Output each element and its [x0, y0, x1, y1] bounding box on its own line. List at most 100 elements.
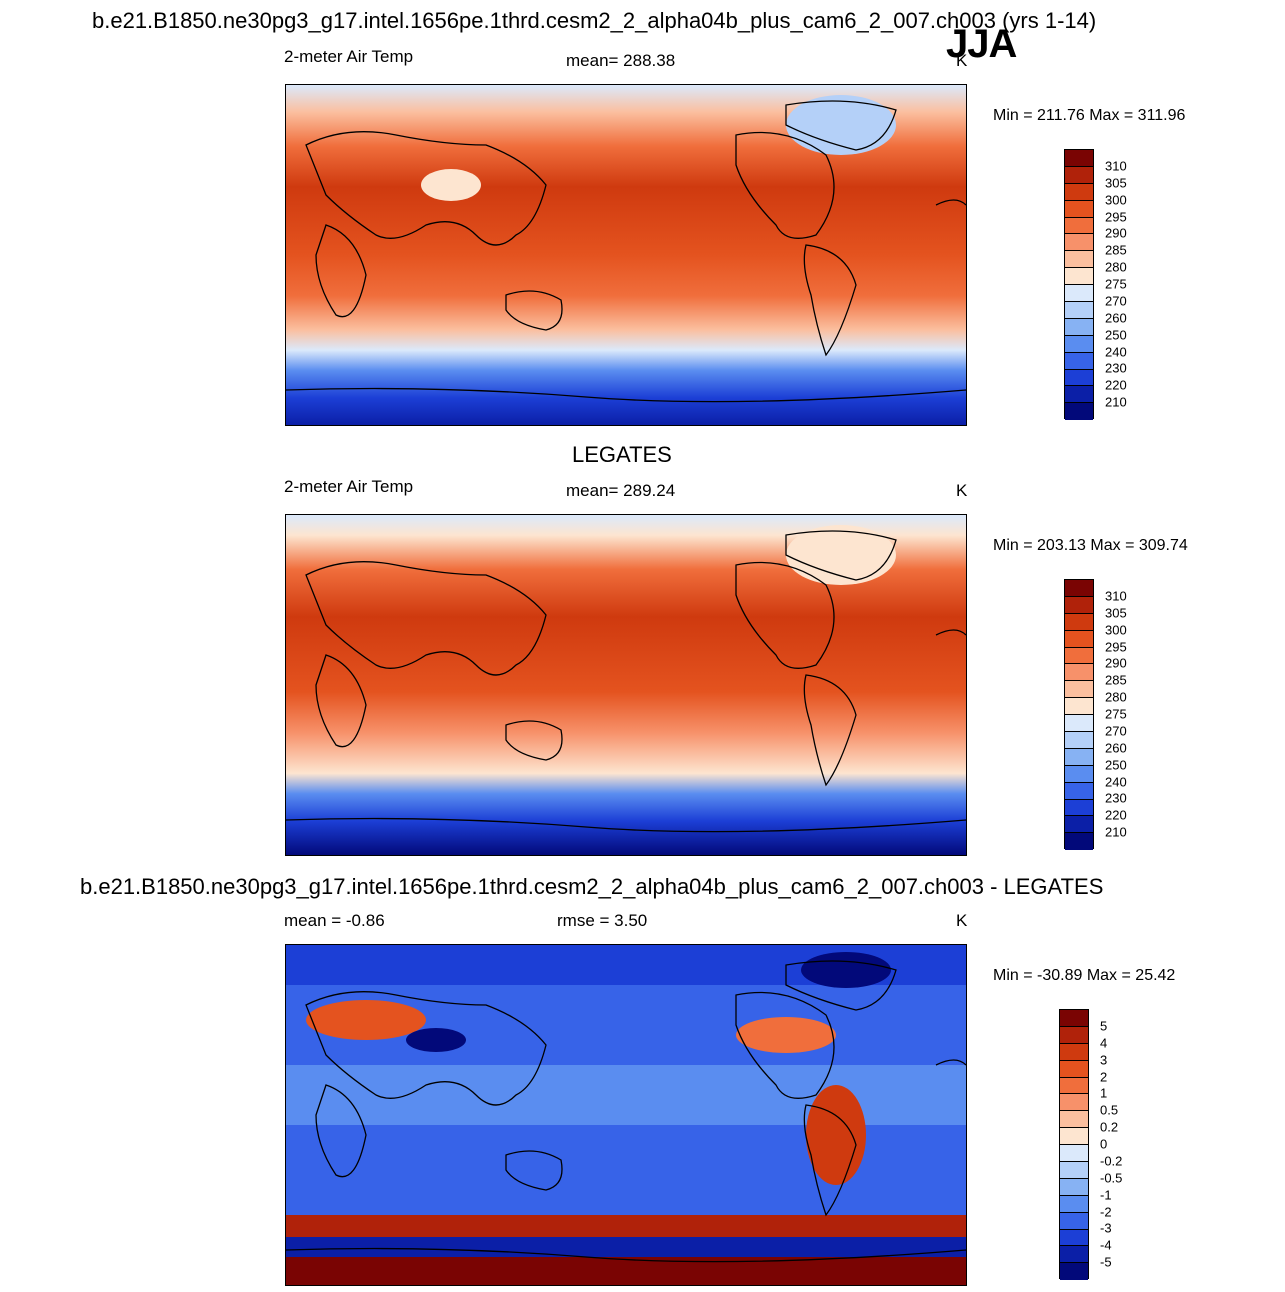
panel3-colorbar-tick: 2	[1100, 1069, 1108, 1084]
panel3-colorbar	[1059, 1009, 1089, 1281]
panel2-colorbar-tick: 230	[1105, 790, 1127, 806]
panel2-colorbar-tick: 275	[1105, 706, 1127, 722]
panel3-colorbar-tick: -1	[1100, 1187, 1112, 1203]
panel1-colorbar-bin	[1065, 217, 1093, 235]
panel2-colorbar	[1064, 579, 1094, 851]
panel1-colorbar-tick: 250	[1105, 327, 1127, 343]
panel1-colorbar-bin	[1065, 251, 1093, 269]
panel1-unit-label: K	[956, 51, 968, 70]
panel3-colorbar-tick: -5	[1100, 1254, 1112, 1270]
panel1-colorbar-tick: 220	[1105, 377, 1127, 393]
panel1-colorbar-tick: 310	[1105, 158, 1127, 174]
panel3-map	[285, 944, 967, 1286]
panel3-colorbar-tick: 0.5	[1100, 1102, 1119, 1118]
panel2-mean-label: mean= 289.24	[566, 481, 676, 500]
panel1-coastlines	[286, 100, 966, 403]
panel2-colorbar-bin	[1065, 715, 1093, 733]
panel3-colorbar-bin	[1060, 1128, 1088, 1146]
panel2-unit-label: K	[956, 481, 968, 500]
panel1-colorbar-tick: 260	[1105, 310, 1127, 326]
panel2-colorbar-tick: 300	[1105, 622, 1127, 638]
panel2-colorbar-tick: 280	[1105, 689, 1127, 705]
panel1-colorbar-bin	[1065, 302, 1093, 319]
panel1-colorbar-bin	[1065, 386, 1093, 404]
panel1-colorbar-tick: 210	[1105, 394, 1127, 410]
panel1-colorbar-bin	[1065, 369, 1093, 387]
panel3-mean-label: mean = -0.86	[284, 911, 385, 930]
panel1-colorbar-tick: 300	[1105, 192, 1127, 208]
panel2-colorbar-bin	[1065, 630, 1093, 648]
panel2-colorbar-bin	[1065, 765, 1093, 783]
panel1-map-field	[286, 85, 966, 425]
panel1-colorbar-tick: 290	[1105, 225, 1127, 241]
panel2-colorbar-bin	[1065, 613, 1093, 631]
panel3-colorbar-labels: 5 4 3 2 1 0.5 0.2 0 -0.2 -0.5 -1 -2 -3 -…	[1100, 1009, 1140, 1279]
panel3-colorbar-bin	[1060, 1195, 1088, 1213]
panel1-colorbar-tick: 295	[1105, 209, 1127, 224]
panel3-unit-label: K	[956, 911, 968, 930]
panel2-map-field	[286, 515, 966, 855]
panel1-colorbar-bin	[1065, 352, 1093, 370]
panel2-colorbar-labels: 310 305 300 295 290 285 280 275 270 260 …	[1105, 579, 1145, 849]
panel3-colorbar-bin	[1060, 1212, 1088, 1230]
panel3-colorbar-bin	[1060, 1162, 1088, 1179]
panel2-colorbar-bin	[1065, 596, 1093, 614]
panel2-colorbar-tick: 210	[1105, 824, 1127, 840]
panel2-colorbar-bin	[1065, 580, 1093, 597]
panel1-colorbar-bin	[1065, 150, 1093, 167]
panel1-colorbar-labels: 310 305 300 295 290 285 280 275 270 260 …	[1105, 149, 1145, 419]
panel2-colorbar-tick: 220	[1105, 807, 1127, 823]
panel1-colorbar-bin	[1065, 285, 1093, 303]
panel3-colorbar-bin	[1060, 1077, 1088, 1095]
panel3-colorbar-bin	[1060, 1145, 1088, 1163]
panel2-colorbar-tick: 285	[1105, 672, 1127, 688]
panel1-colorbar-tick: 240	[1105, 344, 1127, 359]
panel1-colorbar-tick: 230	[1105, 360, 1127, 376]
panel1-title: b.e21.B1850.ne30pg3_g17.intel.1656pe.1th…	[92, 8, 1097, 33]
panel2-map	[285, 514, 967, 856]
panel3-colorbar-bin	[1060, 1026, 1088, 1044]
panel1-colorbar-tick: 305	[1105, 175, 1127, 191]
panel1-colorbar-bin	[1065, 403, 1093, 421]
panel2-colorbar-tick: 240	[1105, 774, 1127, 789]
panel2-colorbar-tick: 290	[1105, 655, 1127, 671]
panel2-colorbar-bin	[1065, 647, 1093, 665]
panel1-map	[285, 84, 967, 426]
panel2-colorbar-tick: 250	[1105, 757, 1127, 773]
panel1-colorbar-tick: 270	[1105, 293, 1127, 309]
panel3-colorbar-tick: -2	[1100, 1204, 1112, 1219]
panel2-colorbar-bin	[1065, 681, 1093, 699]
panel3-colorbar-tick: 4	[1100, 1035, 1108, 1051]
panel2-title: LEGATES	[572, 442, 672, 467]
panel3-colorbar-bin	[1060, 1094, 1088, 1112]
panel3-colorbar-bin	[1060, 1263, 1088, 1281]
panel3-colorbar-tick: 0	[1100, 1136, 1108, 1152]
panel1-colorbar-bin	[1065, 335, 1093, 353]
panel3-colorbar-bin	[1060, 1111, 1088, 1129]
panel3-colorbar-tick: -0.2	[1100, 1153, 1123, 1169]
panel3-colorbar-tick: 5	[1100, 1018, 1108, 1034]
panel1-colorbar-bin	[1065, 166, 1093, 184]
panel1-colorbar-bin	[1065, 183, 1093, 201]
panel2-coastlines	[286, 530, 966, 833]
panel1-minmax: Min = 211.76 Max = 311.96	[993, 107, 1186, 124]
panel2-colorbar-bin	[1065, 698, 1093, 716]
panel1-mean-label: mean= 288.38	[566, 51, 676, 70]
panel3-minmax: Min = -30.89 Max = 25.42	[993, 967, 1176, 984]
panel2-colorbar-bin	[1065, 732, 1093, 749]
panel3-colorbar-bin	[1060, 1246, 1088, 1264]
panel1-colorbar-bin	[1065, 234, 1093, 252]
panel1-colorbar-tick: 280	[1105, 259, 1127, 275]
panel2-colorbar-tick: 310	[1105, 588, 1127, 604]
panel1-colorbar-bin	[1065, 268, 1093, 286]
panel3-coastlines	[286, 960, 966, 1263]
panel2-colorbar-bin	[1065, 782, 1093, 800]
panel2-colorbar-tick: 270	[1105, 723, 1127, 739]
panel3-colorbar-tick: 0.2	[1100, 1119, 1119, 1135]
panel3-colorbar-tick: -0.5	[1100, 1170, 1123, 1186]
panel1-colorbar	[1064, 149, 1094, 421]
panel1-colorbar-tick: 285	[1105, 242, 1127, 258]
panel1-colorbar-bin	[1065, 200, 1093, 218]
panel3-colorbar-bin	[1060, 1178, 1088, 1196]
panel3-colorbar-tick: -4	[1100, 1237, 1112, 1253]
